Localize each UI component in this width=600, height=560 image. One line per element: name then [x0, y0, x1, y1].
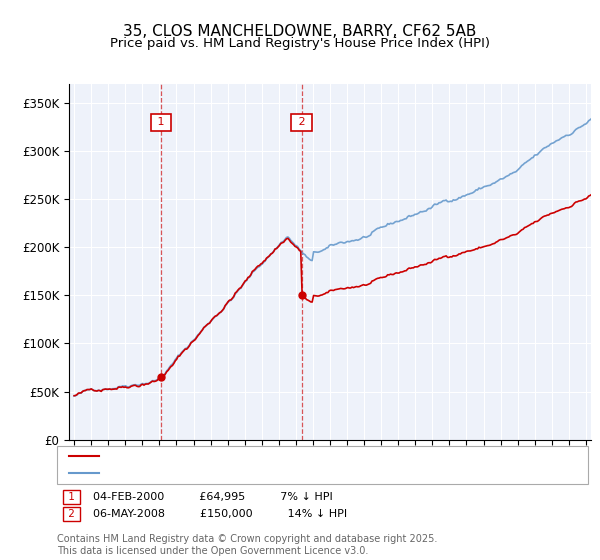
Text: Price paid vs. HM Land Registry's House Price Index (HPI): Price paid vs. HM Land Registry's House … — [110, 37, 490, 50]
Text: 2: 2 — [65, 509, 78, 519]
Text: 1: 1 — [154, 118, 168, 128]
Text: 35, CLOS MANCHELDOWNE, BARRY, CF62 5AB (semi-detached house): 35, CLOS MANCHELDOWNE, BARRY, CF62 5AB (… — [105, 451, 495, 461]
Text: Contains HM Land Registry data © Crown copyright and database right 2025.
This d: Contains HM Land Registry data © Crown c… — [57, 534, 437, 556]
Text: 1: 1 — [65, 492, 78, 502]
Text: 2: 2 — [295, 118, 309, 128]
Text: 04-FEB-2000          £64,995          7% ↓ HPI: 04-FEB-2000 £64,995 7% ↓ HPI — [93, 492, 333, 502]
Text: 06-MAY-2008          £150,000          14% ↓ HPI: 06-MAY-2008 £150,000 14% ↓ HPI — [93, 509, 347, 519]
Text: 35, CLOS MANCHELDOWNE, BARRY, CF62 5AB: 35, CLOS MANCHELDOWNE, BARRY, CF62 5AB — [124, 24, 476, 39]
Text: HPI: Average price, semi-detached house, Vale of Glamorgan: HPI: Average price, semi-detached house,… — [105, 468, 445, 478]
